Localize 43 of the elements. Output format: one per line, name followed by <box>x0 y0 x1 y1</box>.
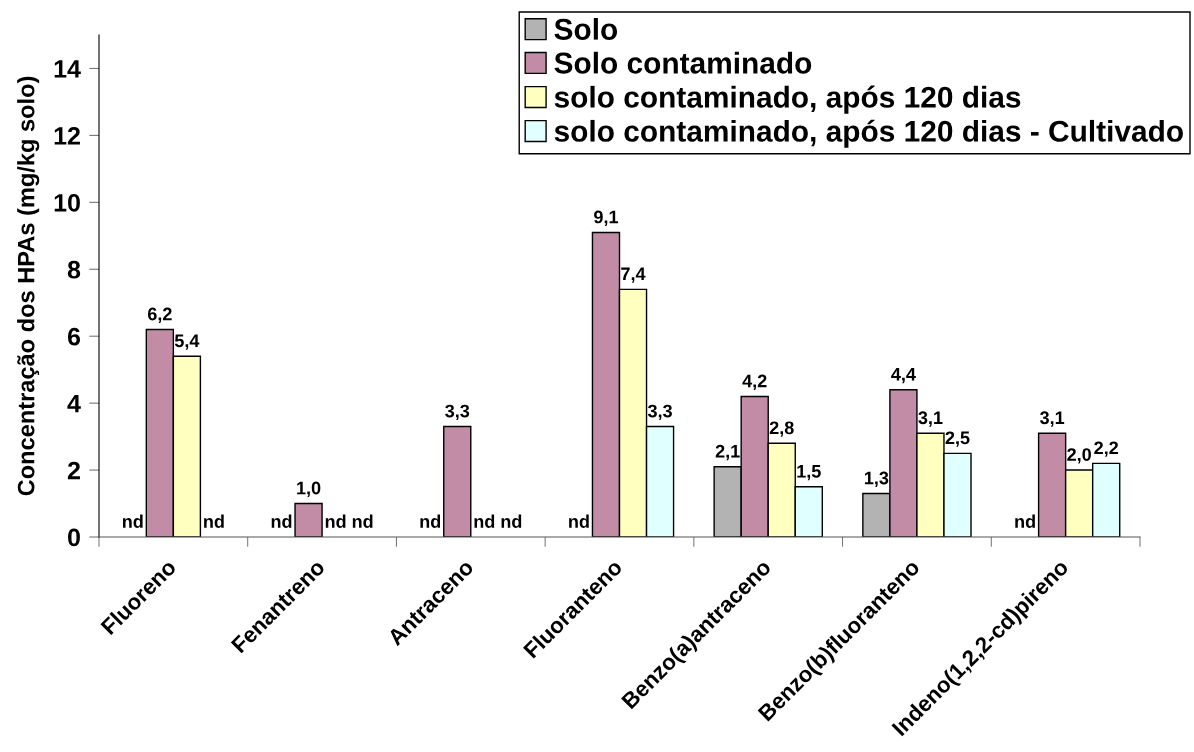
legend-label: solo contaminado, após 120 dias - Cultivado <box>554 119 1183 148</box>
legend-label: Solo <box>554 17 618 40</box>
y-axis-title: Concentração dos HPAs (mg/kg solo) <box>17 76 40 496</box>
text: nd <box>420 514 441 528</box>
text: nd <box>352 514 373 528</box>
y-tick-label: 4 <box>67 394 81 413</box>
text: nd <box>204 514 224 528</box>
data-label: 3,3 <box>647 404 672 421</box>
data-label: 3,1 <box>918 411 943 427</box>
text: nd <box>569 514 589 528</box>
data-label: 1,0 <box>297 481 321 498</box>
data-label: 2,1 <box>715 444 740 461</box>
data-label: 2,2 <box>1094 441 1119 457</box>
y-tick-label: 10 <box>54 193 80 212</box>
text: nd <box>474 514 495 528</box>
data-label: 2,5 <box>945 431 970 447</box>
data-label: 2,8 <box>769 421 794 437</box>
bar <box>294 502 323 537</box>
data-label: 2,0 <box>1067 448 1091 464</box>
text: nd <box>1015 514 1035 528</box>
data-label: 6,2 <box>147 307 172 323</box>
data-label: 5,4 <box>174 334 200 350</box>
data-label: 7,4 <box>621 267 646 283</box>
y-tick-label: 14 <box>54 60 81 78</box>
bar <box>443 425 472 537</box>
y-tick-label: 2 <box>67 461 80 480</box>
legend-label: Solo contaminado <box>554 51 812 74</box>
data-label: 1,3 <box>864 471 889 487</box>
text: nd <box>271 514 292 528</box>
data-label: 1,5 <box>797 465 821 481</box>
text: nd <box>501 514 522 528</box>
data-label: 4,2 <box>742 374 767 390</box>
text: nd <box>325 514 346 528</box>
data-label: 4,4 <box>891 368 916 384</box>
y-tick-label: 12 <box>54 127 80 145</box>
data-label: 9,1 <box>594 210 619 226</box>
y-tick-label: 6 <box>67 327 81 346</box>
y-tick-label: 0 <box>68 528 80 547</box>
legend-label: solo contaminado, após 120 dias <box>554 85 1021 114</box>
data-label: 3,3 <box>445 404 470 421</box>
data-label: 3,1 <box>1039 411 1065 427</box>
y-tick-label: 8 <box>67 260 81 279</box>
text: nd <box>122 514 143 528</box>
